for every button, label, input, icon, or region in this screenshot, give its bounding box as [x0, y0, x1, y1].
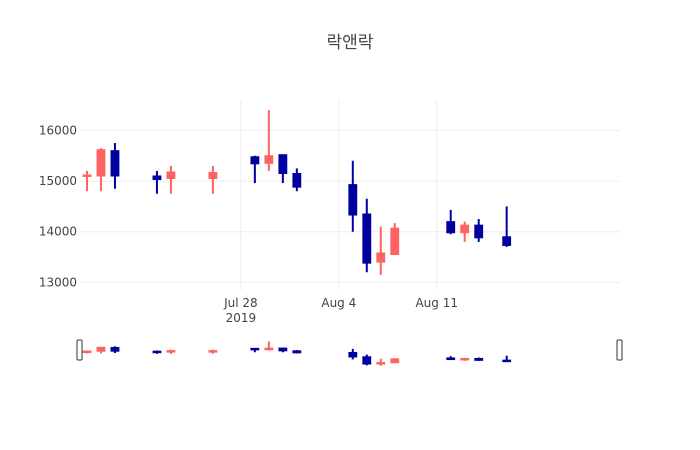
- candle-body: [250, 156, 260, 165]
- candle-body: [264, 155, 274, 164]
- candle-body: [390, 227, 400, 256]
- slider-candle-body: [152, 350, 162, 354]
- candle: [278, 154, 288, 184]
- slider-candle-body: [502, 359, 512, 363]
- candle: [446, 209, 456, 235]
- candle-body: [446, 221, 456, 234]
- slider-candle: [96, 346, 106, 354]
- y-tick-label: 14000: [39, 225, 77, 239]
- candle: [460, 221, 470, 242]
- candle: [96, 148, 106, 192]
- candle-body: [96, 149, 106, 177]
- candle: [376, 226, 386, 275]
- slider-candle: [208, 349, 218, 354]
- slider-candle-body: [390, 358, 400, 364]
- slider-candle: [502, 355, 512, 363]
- slider-candle: [166, 349, 176, 354]
- slider-candle: [460, 357, 470, 361]
- candle-body: [82, 174, 92, 177]
- candle: [82, 170, 92, 192]
- slider-candle: [348, 348, 358, 360]
- slider-candle: [110, 346, 120, 354]
- slider-candle: [362, 354, 372, 366]
- slider-candle-body: [362, 356, 372, 365]
- y-tick-label: 15000: [39, 174, 77, 188]
- candle-body: [502, 236, 512, 246]
- candle: [474, 219, 484, 242]
- x-tick-label: Aug 11: [415, 296, 458, 310]
- candle-body: [474, 224, 484, 239]
- candle-body: [166, 171, 176, 180]
- candle-body: [152, 175, 162, 181]
- slider-candle-body: [446, 357, 456, 361]
- slider-candle: [264, 341, 274, 351]
- range-slider-right-handle[interactable]: [616, 339, 623, 361]
- candle-body: [362, 213, 372, 264]
- slider-candle-body: [166, 350, 176, 353]
- candle-body: [348, 184, 358, 216]
- slider-candle-body: [376, 362, 386, 365]
- candle: [502, 206, 512, 247]
- candle: [362, 198, 372, 273]
- candle: [110, 143, 120, 189]
- candle: [348, 160, 358, 232]
- slider-candle-body: [474, 357, 484, 361]
- slider-candle: [390, 358, 400, 364]
- candle-body: [376, 252, 386, 263]
- slider-candle-body: [110, 346, 120, 352]
- chart-title: 락앤락: [327, 33, 374, 53]
- x-tick-sublabel: 2019: [226, 311, 257, 325]
- range-slider[interactable]: [76, 339, 623, 368]
- slider-candle: [446, 356, 456, 361]
- slider-candle-body: [208, 350, 218, 353]
- candle: [264, 110, 274, 171]
- slider-candle-body: [82, 350, 92, 354]
- candle: [152, 170, 162, 194]
- candle-body: [460, 224, 470, 234]
- candle: [166, 165, 176, 194]
- slider-candle-body: [250, 347, 260, 351]
- slider-candle-body: [264, 347, 274, 351]
- candle-body: [292, 172, 302, 188]
- y-tick-label: 13000: [39, 275, 77, 289]
- candle: [208, 165, 218, 194]
- slider-candle-body: [278, 347, 288, 352]
- slider-candle: [474, 357, 484, 361]
- slider-candle: [152, 350, 162, 354]
- candle-body: [278, 154, 288, 174]
- slider-candle: [82, 350, 92, 354]
- slider-candle: [250, 347, 260, 353]
- candle-body: [110, 150, 120, 177]
- slider-candle: [292, 350, 302, 354]
- candle: [390, 223, 400, 256]
- range-slider-left-handle[interactable]: [76, 339, 83, 361]
- x-tick-label: Aug 4: [321, 296, 356, 310]
- slider-candle-body: [460, 357, 470, 361]
- candles: [82, 110, 512, 275]
- x-tick-label: Jul 28: [223, 296, 258, 310]
- candle: [250, 155, 260, 184]
- slider-candle: [278, 347, 288, 353]
- slider-candle: [376, 358, 386, 366]
- slider-candle-body: [96, 346, 106, 352]
- slider-candle-body: [348, 351, 358, 358]
- slider-candle-body: [292, 350, 302, 354]
- candle: [292, 168, 302, 192]
- candle-body: [208, 171, 218, 180]
- y-tick-label: 16000: [39, 123, 77, 137]
